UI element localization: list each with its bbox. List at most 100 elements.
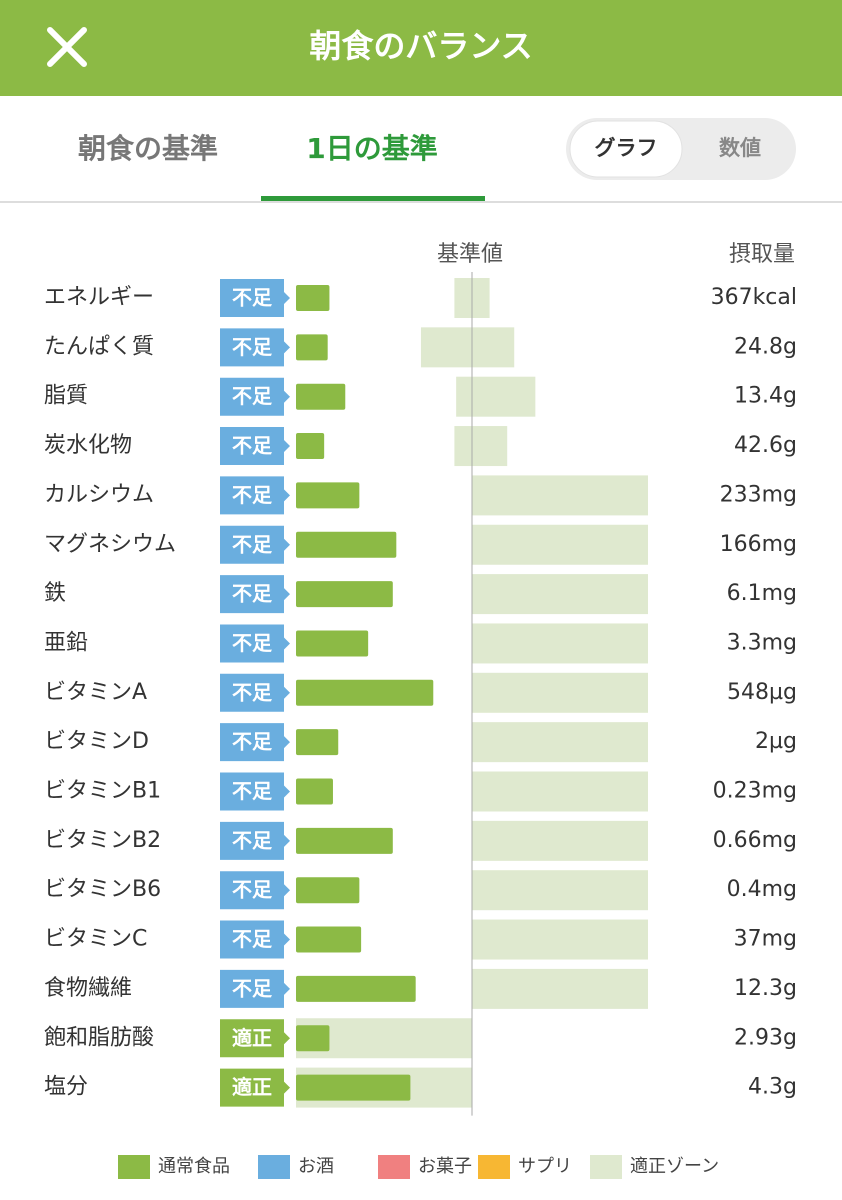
nutrient-name: 炭水化物 (44, 433, 132, 458)
zone (472, 919, 648, 960)
legend-label: お菓子 (418, 1156, 472, 1177)
zone (454, 426, 508, 467)
status-label: 不足 (232, 730, 273, 754)
nutrient-name: マグネシウム (44, 532, 176, 557)
nutrient-name: ビタミンA (44, 680, 147, 705)
zone (472, 722, 648, 763)
column-header: 基準値 (437, 242, 503, 267)
intake-bar (296, 679, 434, 706)
zone (472, 968, 648, 1009)
legend-swatch (478, 1155, 510, 1179)
status-label: 不足 (232, 582, 273, 606)
status-label: 不足 (232, 335, 273, 359)
status-label: 不足 (232, 976, 273, 1000)
tab-underline (261, 196, 485, 201)
intake-bar (296, 433, 325, 460)
intake-value: 548µg (727, 680, 797, 705)
status-badge (220, 1019, 290, 1058)
nutrient-name: 脂質 (44, 384, 88, 409)
status-label: 不足 (232, 631, 273, 655)
tab-active[interactable]: 1日の基準 (306, 132, 437, 165)
intake-value: 2.93g (734, 1025, 797, 1050)
status-badge (220, 723, 290, 762)
status-label: 不足 (232, 878, 273, 902)
zone (456, 376, 536, 417)
legend-label: お酒 (298, 1156, 334, 1177)
intake-bar (296, 827, 393, 854)
nutrient-name: エネルギー (44, 285, 154, 310)
status-badge (220, 673, 290, 712)
intake-value: 166mg (720, 532, 797, 557)
toggle-option[interactable]: 数値 (719, 136, 761, 160)
status-badge (220, 920, 290, 959)
status-badge (220, 427, 290, 466)
nutrient-name: 飽和脂肪酸 (44, 1025, 154, 1050)
zone (472, 524, 648, 565)
status-badge (220, 1068, 290, 1107)
intake-value: 2µg (755, 729, 797, 754)
intake-value: 0.66mg (713, 828, 797, 853)
legend-swatch (378, 1155, 410, 1179)
legend-label: 適正ゾーン (630, 1156, 719, 1177)
nutrient-name: ビタミンC (44, 927, 147, 952)
intake-value: 4.3g (748, 1075, 797, 1100)
nutrient-name: たんぱく質 (44, 334, 154, 359)
zone (472, 623, 648, 664)
status-badge (220, 969, 290, 1008)
status-badge (220, 476, 290, 515)
status-label: 不足 (232, 483, 273, 507)
legend-swatch (258, 1155, 290, 1179)
tab[interactable]: 朝食の基準 (78, 132, 218, 165)
nutrient-name: ビタミンB6 (44, 877, 161, 902)
status-badge (220, 871, 290, 910)
status-label: 不足 (232, 828, 273, 852)
status-badge (220, 279, 290, 317)
zone (472, 771, 648, 812)
zone (420, 327, 515, 368)
close-button[interactable] (47, 27, 87, 67)
status-label: 不足 (232, 927, 273, 951)
intake-bar (296, 383, 346, 410)
status-badge (220, 624, 290, 663)
status-label: 不足 (232, 532, 273, 556)
legend-label: サプリ (518, 1156, 572, 1177)
status-badge (220, 328, 290, 367)
intake-value: 13.4g (734, 384, 797, 409)
intake-value: 0.4mg (727, 877, 797, 902)
intake-bar (296, 778, 333, 805)
toggle-option[interactable]: グラフ (595, 136, 658, 160)
zone (472, 870, 648, 911)
zone (472, 574, 648, 615)
intake-bar (296, 531, 397, 558)
status-badge (220, 821, 290, 860)
column-header: 摂取量 (729, 242, 795, 267)
intake-value: 37mg (734, 927, 797, 952)
intake-bar (296, 1025, 330, 1052)
nutrient-name: 塩分 (44, 1075, 88, 1100)
intake-value: 24.8g (734, 334, 797, 359)
intake-bar (296, 926, 362, 953)
status-label: 不足 (232, 434, 273, 458)
nutrient-name: ビタミンB2 (44, 828, 161, 853)
status-label: 不足 (232, 779, 273, 803)
intake-bar (296, 877, 360, 904)
status-badge (220, 772, 290, 811)
status-label: 不足 (232, 384, 273, 408)
intake-bar (296, 334, 328, 361)
intake-bar (296, 1074, 411, 1101)
status-label: 不足 (232, 286, 273, 310)
status-badge (220, 525, 290, 564)
intake-bar (296, 630, 369, 657)
status-badge (220, 575, 290, 614)
intake-value: 42.6g (734, 433, 797, 458)
intake-bar (296, 482, 360, 509)
header-bar (0, 0, 842, 96)
intake-bar (296, 285, 330, 311)
intake-bar (296, 975, 416, 1002)
legend-swatch (118, 1155, 150, 1179)
intake-value: 6.1mg (727, 581, 797, 606)
zone (472, 475, 648, 516)
zone (472, 672, 648, 713)
intake-value: 12.3g (734, 976, 797, 1001)
